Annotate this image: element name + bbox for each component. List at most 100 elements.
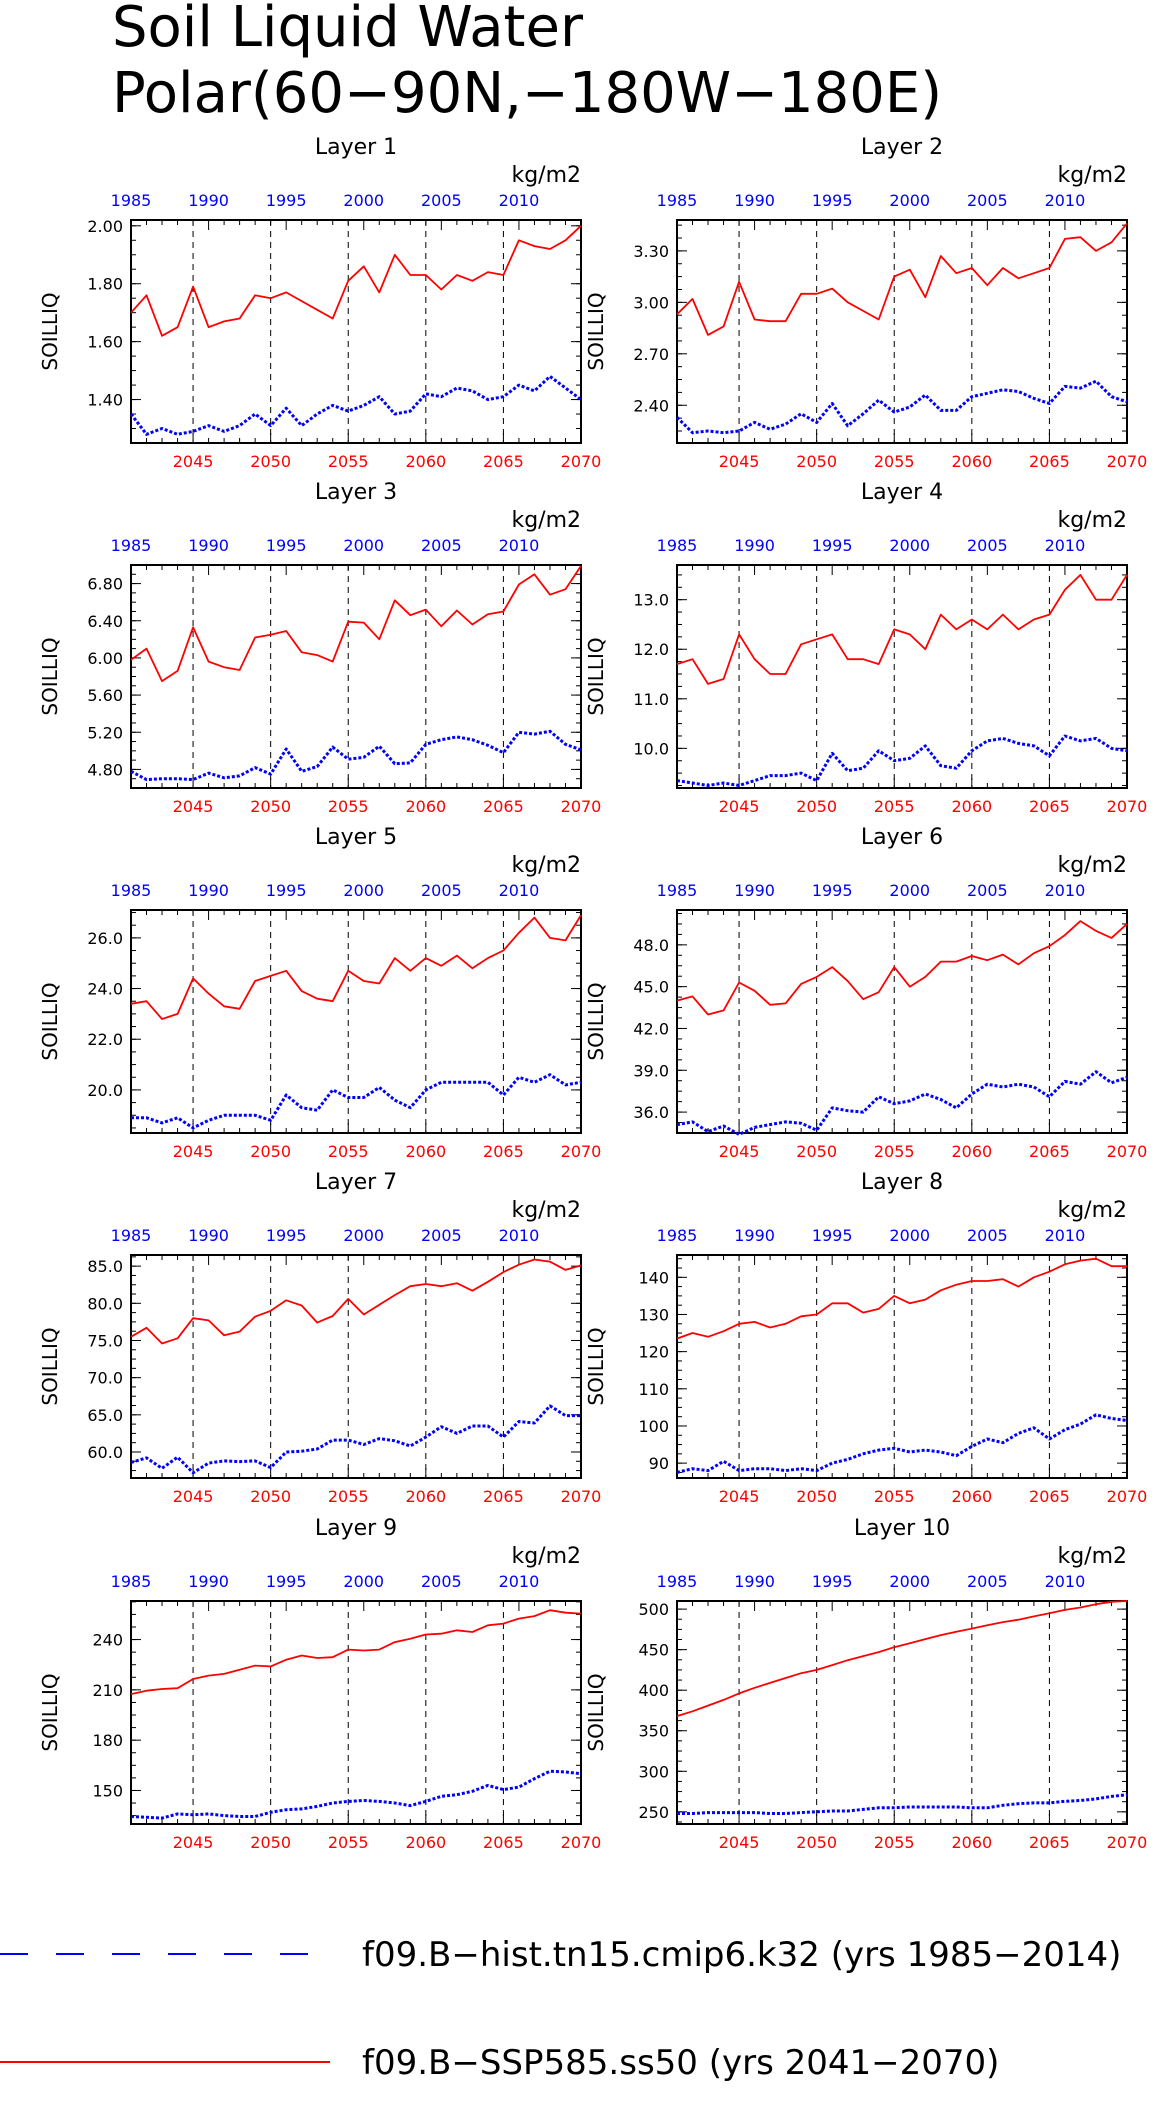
panel-title: Layer 10 — [854, 1516, 950, 1541]
y-tick-label: 500 — [638, 1600, 669, 1619]
x-bottom-tick-label: 2055 — [874, 452, 915, 471]
series-line-ssp — [676, 1600, 1128, 1717]
x-bottom-tick-label: 2050 — [250, 1142, 291, 1161]
x-bottom-tick-label: 2060 — [951, 1142, 992, 1161]
plot-frame — [130, 564, 582, 789]
x-bottom-tick-label: 2050 — [796, 1487, 837, 1506]
y-axis-label: SOILLIQ — [38, 1327, 62, 1405]
x-top-tick-label: 1990 — [188, 191, 229, 210]
panel-layer-3: Layer 3 kg/m2 SOILLIQ 2045 2050 2055 2060 2065 2… — [38, 480, 601, 816]
panel-title: Layer 1 — [315, 135, 397, 160]
y-tick-label: 140 — [638, 1268, 669, 1287]
x-bottom-tick-label: 2065 — [1029, 452, 1070, 471]
x-top-tick-label: 1995 — [812, 191, 853, 210]
panel-title: Layer 4 — [861, 480, 943, 505]
x-bottom-tick-label: 2045 — [719, 452, 760, 471]
x-top-tick-label: 1995 — [266, 1226, 307, 1245]
y-tick-label: 450 — [638, 1641, 669, 1660]
x-bottom-tick-label: 2055 — [328, 452, 369, 471]
x-top-tick-label: 2000 — [343, 1226, 384, 1245]
y-tick-label: 10.0 — [633, 739, 669, 758]
series-line-ssp — [676, 574, 1128, 685]
y-axis-label: SOILLIQ — [584, 1673, 608, 1751]
units-label: kg/m2 — [1057, 1544, 1127, 1569]
y-tick-label: 20.0 — [87, 1081, 123, 1100]
x-bottom-tick-label: 2050 — [796, 797, 837, 816]
x-bottom-tick-label: 2070 — [561, 1487, 602, 1506]
x-bottom-tick-label: 2065 — [483, 452, 524, 471]
y-tick-label: 11.0 — [633, 690, 669, 709]
panel-title: Layer 7 — [315, 1170, 397, 1195]
y-tick-label: 120 — [638, 1343, 669, 1362]
x-top-tick-label: 2005 — [421, 881, 462, 900]
panel-layer-9: Layer 9 kg/m2 SOILLIQ 2045 2050 2055 2060 2065 2… — [38, 1516, 601, 1852]
series-line-hist — [130, 729, 582, 782]
x-top-tick-label: 2010 — [499, 881, 540, 900]
x-bottom-tick-label: 2060 — [405, 452, 446, 471]
y-tick-label: 100 — [638, 1417, 669, 1436]
y-tick-label: 130 — [638, 1305, 669, 1324]
y-axis-label: SOILLIQ — [38, 982, 62, 1060]
x-top-tick-label: 2010 — [499, 536, 540, 555]
x-bottom-tick-label: 2060 — [951, 1487, 992, 1506]
x-bottom-tick-label: 2070 — [1107, 797, 1148, 816]
y-axis-label: SOILLIQ — [584, 982, 608, 1060]
x-top-tick-label: 1985 — [111, 1226, 152, 1245]
x-bottom-tick-label: 2050 — [250, 1833, 291, 1852]
y-tick-label: 110 — [638, 1380, 669, 1399]
x-top-tick-label: 2005 — [967, 881, 1008, 900]
x-bottom-tick-label: 2045 — [173, 452, 214, 471]
y-tick-label: 36.0 — [633, 1103, 669, 1122]
plot-frame — [676, 219, 1128, 444]
x-top-tick-label: 2010 — [1045, 536, 1086, 555]
panel-title: Layer 8 — [861, 1170, 943, 1195]
x-top-tick-label: 1985 — [657, 881, 698, 900]
series-line-ssp — [676, 920, 1128, 1016]
x-bottom-tick-label: 2055 — [328, 1142, 369, 1161]
series-line-hist — [131, 1073, 582, 1130]
x-top-tick-label: 2005 — [421, 1226, 462, 1245]
y-tick-label: 12.0 — [633, 640, 669, 659]
x-bottom-tick-label: 2070 — [1107, 1833, 1148, 1852]
x-top-tick-label: 1985 — [111, 881, 152, 900]
series-line-hist — [677, 1793, 1128, 1815]
x-top-tick-label: 2000 — [343, 881, 384, 900]
panel-layer-2: Layer 2 kg/m2 SOILLIQ 2045 2050 2055 2060 2065 2… — [584, 135, 1147, 471]
y-tick-label: 70.0 — [87, 1369, 123, 1388]
x-top-tick-label: 1995 — [266, 536, 307, 555]
panel-title: Layer 5 — [315, 825, 397, 850]
x-top-tick-label: 1985 — [111, 1572, 152, 1591]
units-label: kg/m2 — [1057, 853, 1127, 878]
x-bottom-tick-label: 2070 — [561, 797, 602, 816]
x-top-tick-label: 1995 — [812, 1572, 853, 1591]
y-tick-label: 4.80 — [87, 760, 123, 779]
panel-title: Layer 3 — [315, 480, 397, 505]
panel-grid: Layer 1 kg/m2 SOILLIQ 2045 2050 2055 2060 2065 2… — [38, 135, 1147, 1852]
x-bottom-tick-label: 2070 — [1107, 452, 1148, 471]
y-tick-label: 60.0 — [87, 1443, 123, 1462]
x-top-tick-label: 1990 — [188, 881, 229, 900]
x-top-tick-label: 2005 — [967, 1226, 1008, 1245]
x-top-tick-label: 1990 — [734, 881, 775, 900]
y-tick-label: 5.20 — [87, 723, 123, 742]
x-top-tick-label: 2000 — [343, 191, 384, 210]
x-bottom-tick-label: 2065 — [1029, 1833, 1070, 1852]
x-bottom-tick-label: 2055 — [874, 797, 915, 816]
panel-title: Layer 9 — [315, 1516, 397, 1541]
plot-frame — [130, 1254, 582, 1479]
y-tick-label: 6.80 — [87, 575, 123, 594]
x-bottom-tick-label: 2050 — [796, 1142, 837, 1161]
series-line-hist — [676, 1413, 1128, 1474]
y-tick-label: 2.40 — [633, 396, 669, 415]
units-label: kg/m2 — [1057, 508, 1127, 533]
y-tick-label: 240 — [92, 1631, 123, 1650]
y-axis-label: SOILLIQ — [38, 292, 62, 370]
y-tick-label: 350 — [638, 1722, 669, 1741]
legend-label-hist: f09.B−hist.tn15.cmip6.k32 (yrs 1985−2014… — [362, 1935, 1121, 1975]
panel-layer-8: Layer 8 kg/m2 SOILLIQ 2045 2050 2055 2060 2065 2… — [584, 1170, 1147, 1506]
x-bottom-tick-label: 2055 — [874, 1142, 915, 1161]
x-bottom-tick-label: 2050 — [796, 452, 837, 471]
x-bottom-tick-label: 2055 — [328, 1487, 369, 1506]
x-top-tick-label: 1985 — [657, 536, 698, 555]
x-top-tick-label: 1990 — [188, 1226, 229, 1245]
